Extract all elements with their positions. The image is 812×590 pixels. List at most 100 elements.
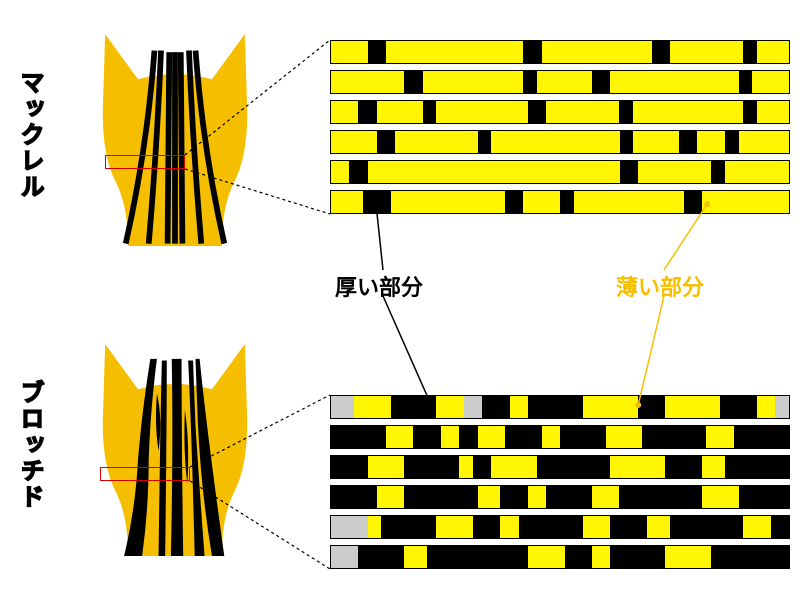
bars-blotched [330, 395, 790, 575]
bar-segment-thick [478, 131, 492, 153]
bar-row [330, 190, 790, 214]
bar-segment-thin [702, 191, 789, 213]
bar-segment-thin [368, 456, 405, 478]
bar-segment-thin [537, 71, 592, 93]
bar-segment-thick [711, 546, 789, 568]
bar-segment-thin [583, 396, 638, 418]
bar-segment-thin [478, 486, 501, 508]
bar-segment-thick [523, 71, 537, 93]
bar-segment-thin [331, 71, 404, 93]
label-mackerel: マックレル [12, 70, 47, 200]
bar-segment-thick [546, 486, 592, 508]
bar-row [330, 515, 790, 539]
bar-segment-thin [331, 101, 358, 123]
bar-segment-thick [331, 486, 377, 508]
bar-segment-thin [592, 546, 610, 568]
bar-row [330, 100, 790, 124]
bar-segment-thick [404, 456, 459, 478]
bar-segment-thick [381, 516, 436, 538]
bar-row [330, 40, 790, 64]
bar-segment-thin [752, 71, 789, 93]
bar-segment-thin [354, 396, 391, 418]
bar-segment-thin [377, 101, 423, 123]
bar-segment-thin [610, 71, 738, 93]
bar-segment-thin [491, 456, 537, 478]
bar-segment-thin [757, 396, 775, 418]
bar-row [330, 130, 790, 154]
bar-segment-thick [377, 131, 395, 153]
cat-mackerel [60, 10, 290, 280]
bar-segment-thin [542, 41, 652, 63]
bar-segment-thick [331, 456, 368, 478]
bar-segment-gray [331, 546, 358, 568]
annotation-thick-part: 厚い部分 [335, 270, 423, 302]
label-blotched: ブロッチド [12, 380, 47, 510]
bar-segment-thin [743, 516, 770, 538]
bar-segment-thin [436, 516, 473, 538]
bar-segment-thick [619, 486, 701, 508]
bar-segment-thick [482, 396, 509, 418]
bar-segment-thin [436, 101, 528, 123]
bar-segment-thin [542, 426, 560, 448]
bar-segment-thick [404, 71, 422, 93]
bar-segment-thin [757, 101, 789, 123]
bar-segment-thin [647, 516, 670, 538]
bar-segment-thin [697, 131, 724, 153]
cat-blotched [60, 320, 290, 590]
bar-segment-thick [519, 516, 583, 538]
bar-segment-thick [560, 426, 606, 448]
bar-segment-thick [565, 546, 592, 568]
bar-segment-thin [436, 396, 463, 418]
bar-segment-thin [331, 41, 368, 63]
bar-segment-thick [620, 131, 634, 153]
bar-segment-thin [610, 456, 665, 478]
bar-segment-thin [523, 191, 560, 213]
zoom-box-mackerel [105, 155, 185, 169]
bar-segment-thick [670, 516, 743, 538]
bar-segment-thick [473, 516, 500, 538]
bar-segment-thick [619, 101, 633, 123]
bar-segment-thick [725, 131, 739, 153]
bar-segment-thick [363, 191, 390, 213]
bar-segment-thick [505, 191, 523, 213]
bar-segment-thin [528, 546, 565, 568]
bar-row [330, 160, 790, 184]
bar-segment-thin [702, 456, 725, 478]
bar-segment-thick [665, 456, 702, 478]
bar-segment-thin [725, 161, 789, 183]
bar-segment-thin [500, 516, 518, 538]
zoom-box-blotched [100, 467, 190, 481]
bar-segment-thin [665, 396, 720, 418]
bar-segment-thin [459, 456, 473, 478]
bar-row [330, 70, 790, 94]
bar-row [330, 485, 790, 509]
bar-segment-thick [610, 516, 647, 538]
bar-row [330, 425, 790, 449]
bar-segment-thin [638, 161, 711, 183]
bar-segment-thick [620, 161, 638, 183]
bar-segment-thin [331, 131, 377, 153]
bar-segment-thin [386, 426, 413, 448]
bar-segment-thick [413, 426, 440, 448]
bar-segment-thin [574, 191, 684, 213]
bar-segment-thick [391, 396, 437, 418]
bar-segment-gray [331, 516, 368, 538]
bar-segment-thin [423, 71, 524, 93]
bar-segment-thick [537, 456, 610, 478]
bar-segment-thick [743, 41, 757, 63]
bar-segment-thick [331, 426, 386, 448]
bar-segment-thin [665, 546, 711, 568]
bar-segment-thick [743, 101, 757, 123]
bar-segment-thick [358, 546, 404, 568]
bar-segment-thin [441, 426, 459, 448]
bar-segment-thin [583, 516, 610, 538]
bar-segment-thick [711, 161, 725, 183]
bar-segment-thick [423, 101, 437, 123]
bar-segment-gray [464, 396, 482, 418]
bar-segment-gray [331, 396, 354, 418]
bar-segment-thin [491, 131, 619, 153]
bar-row [330, 455, 790, 479]
bars-mackerel [330, 40, 790, 220]
bar-segment-thick [560, 191, 574, 213]
bar-row [330, 395, 790, 419]
